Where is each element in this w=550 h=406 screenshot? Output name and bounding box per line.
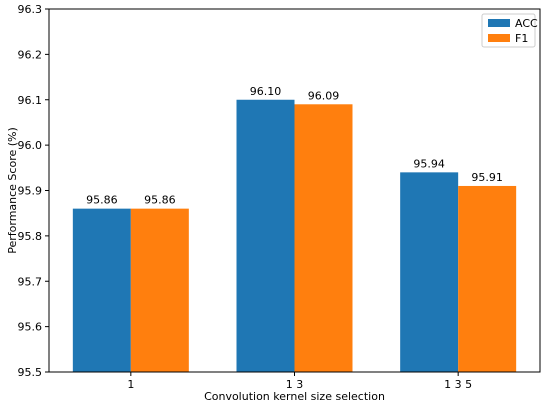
bar-acc-0	[72, 208, 131, 372]
bar-f1-1	[294, 104, 353, 372]
x-tick-label-2: 1 3 5	[444, 378, 472, 391]
bar-f1-2	[458, 185, 517, 372]
y-tick-label-3: 95.8	[18, 230, 43, 243]
x-axis-label: Convolution kernel size selection	[204, 390, 385, 403]
y-tick-label-4: 95.9	[18, 185, 43, 198]
y-tick-label-7: 96.2	[18, 48, 43, 61]
data-label-acc-0: 95.86	[86, 194, 118, 207]
y-tick-label-6: 96.1	[18, 94, 43, 107]
legend-label-acc: ACC	[515, 17, 538, 30]
data-label-f1-1: 96.09	[308, 89, 340, 102]
bar-acc-1	[236, 99, 295, 372]
y-tick-label-8: 96.3	[18, 3, 43, 16]
x-tick-label-0: 1	[127, 378, 134, 391]
y-tick-label-1: 95.6	[18, 321, 43, 334]
legend-label-f1: F1	[515, 32, 528, 45]
plot-area: 95.86 95.86 1 96.10 96.09 1 3 95.94 95.91 1 3 5 9…	[18, 3, 541, 391]
data-label-f1-2: 95.91	[471, 171, 503, 184]
data-label-acc-1: 96.10	[250, 85, 282, 98]
data-label-acc-2: 95.94	[413, 157, 445, 170]
bar-acc-2	[400, 172, 459, 372]
y-axis-label: Performance Score (%)	[6, 127, 19, 254]
legend-swatch-f1	[488, 34, 510, 42]
legend: ACC F1	[481, 13, 538, 48]
y-tick-label-5: 96.0	[18, 139, 43, 152]
legend-swatch-acc	[488, 19, 510, 27]
y-tick-label-0: 95.5	[18, 366, 43, 379]
y-tick-label-2: 95.7	[18, 275, 43, 288]
x-tick-label-1: 1 3	[286, 378, 304, 391]
plot-frame	[48, 8, 541, 373]
bar-f1-0	[130, 208, 189, 372]
data-label-f1-0: 95.86	[144, 194, 176, 207]
